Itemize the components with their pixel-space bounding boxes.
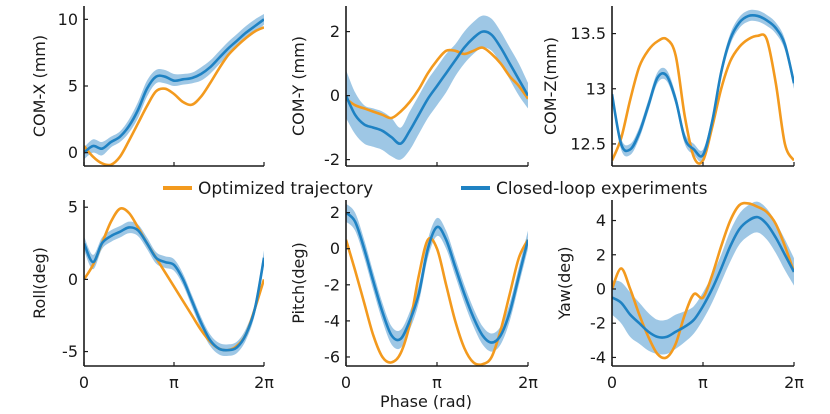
x-tick-label: π	[432, 373, 442, 392]
y-tick-label: 12.5	[570, 134, 606, 153]
y-axis-label: COM-Y (mm)	[289, 36, 308, 136]
experiment-mean-line	[346, 211, 528, 344]
y-tick-label: 0	[330, 86, 340, 105]
legend-label-experiment: Closed-loop experiments	[496, 179, 708, 199]
y-tick-label: 5	[68, 77, 78, 96]
optimized-trajectory-line	[84, 206, 264, 352]
plot-area	[346, 203, 528, 366]
y-tick-label: -4	[590, 348, 606, 367]
experiment-mean-line	[612, 215, 794, 339]
x-tick-label: 2π	[784, 373, 804, 392]
y-axis-label: COM-X (mm)	[30, 35, 49, 137]
y-tick-label: 2	[330, 203, 340, 222]
y-tick-label: 0	[68, 143, 78, 162]
y-tick-label: -5	[62, 342, 78, 361]
y-tick-label: 13.5	[570, 24, 606, 43]
y-tick-label: -2	[590, 314, 606, 333]
x-tick-label: 2π	[518, 373, 538, 392]
experiment-mean-line	[346, 30, 528, 146]
legend: Optimized trajectory Closed-loop experim…	[163, 179, 708, 199]
experiment-mean-line	[84, 226, 264, 352]
y-tick-label: 2	[330, 22, 340, 41]
panel-1: 0 5 10 COM-X (mm)	[30, 6, 265, 167]
optimized-trajectory-line	[346, 46, 528, 120]
panels-layer: 0 5 10 COM-X (mm) -2 0 2 COM-Y (mm) 12.5 13 13.5 CO…	[30, 6, 804, 392]
y-tick-label: 2	[596, 245, 606, 264]
y-axis-label: Pitch(deg)	[289, 242, 308, 324]
y-tick-label: 4	[596, 211, 606, 230]
y-axis-label: Roll(deg)	[30, 247, 49, 319]
x-tick-label: 2π	[254, 373, 274, 392]
plot-area	[84, 206, 264, 357]
plot-area	[346, 15, 528, 160]
plot-area	[84, 14, 264, 166]
optimized-trajectory-line	[612, 201, 794, 360]
experiment-mean-line	[612, 13, 794, 158]
panel-2: -2 0 2 COM-Y (mm)	[289, 6, 529, 169]
y-tick-label: -4	[324, 311, 340, 330]
experiment-std-band	[346, 203, 528, 352]
optimized-trajectory-line	[612, 33, 794, 165]
y-tick-label: 0	[330, 239, 340, 258]
x-axis-label: Phase (rad)	[380, 392, 472, 411]
y-tick-label: 13	[586, 79, 606, 98]
optimized-trajectory-line	[84, 26, 264, 166]
experiment-std-band	[84, 14, 264, 160]
y-axis-label: Yaw(deg)	[555, 246, 574, 320]
y-tick-label: -6	[324, 347, 340, 366]
y-tick-label: -2	[324, 275, 340, 294]
experiment-mean-line	[84, 18, 264, 154]
plot-area	[612, 201, 794, 360]
panel-3: 12.5 13 13.5 COM-Z(mm)	[541, 6, 795, 167]
y-axis-label: COM-Z(mm)	[541, 37, 560, 135]
y-tick-label: 5	[68, 198, 78, 217]
y-tick-label: 0	[68, 270, 78, 289]
plot-area	[612, 9, 794, 165]
experiment-std-band	[612, 9, 794, 162]
y-tick-label: -2	[324, 150, 340, 169]
x-tick-label: 0	[79, 373, 89, 392]
y-tick-label: 0	[596, 279, 606, 298]
x-tick-label: 0	[607, 373, 617, 392]
x-tick-label: π	[169, 373, 179, 392]
x-tick-label: 0	[341, 373, 351, 392]
optimized-trajectory-line	[346, 236, 528, 366]
x-tick-label: π	[698, 373, 708, 392]
panel-5: -6 -4 -2 0 2 0 π 2π Pitch(deg)	[289, 200, 538, 392]
panel-6: -4 -2 0 2 4 0 π 2π Yaw(deg)	[555, 200, 804, 392]
legend-label-optimized: Optimized trajectory	[198, 179, 373, 199]
y-tick-label: 10	[58, 10, 78, 29]
